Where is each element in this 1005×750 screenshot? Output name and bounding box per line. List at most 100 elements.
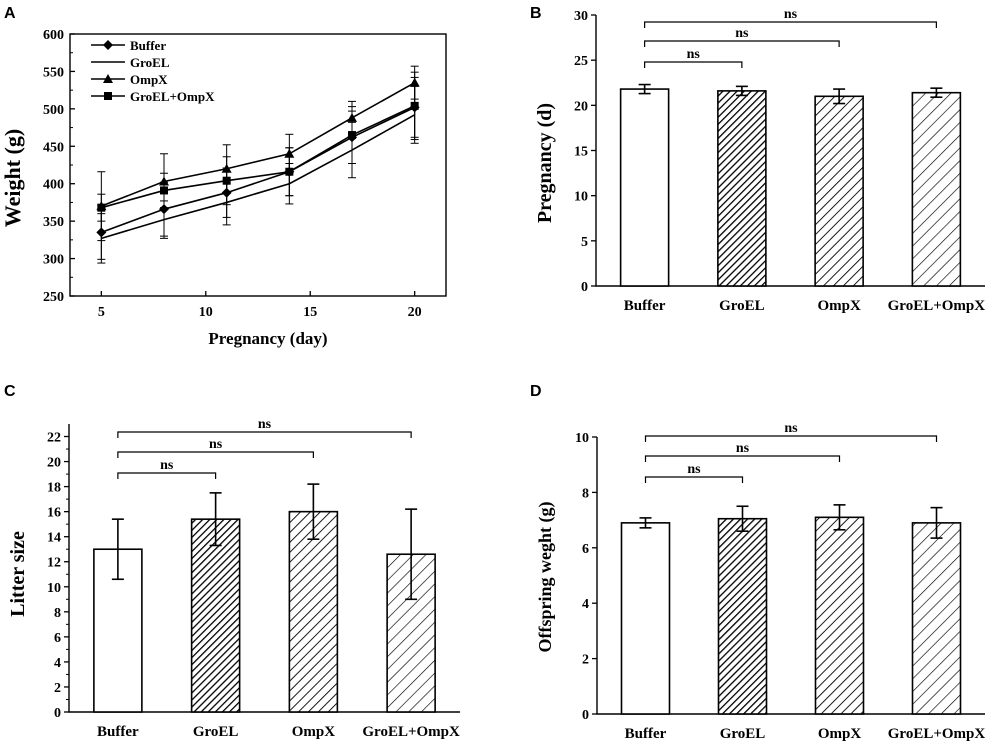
panel-d-ylabel: Offspring weght (g) — [535, 502, 556, 653]
panel-b-ytick-label: 30 — [574, 9, 588, 24]
panel-a-series-line — [101, 114, 416, 240]
panel-b-ytick-label: 0 — [581, 280, 588, 295]
panel-b-category-label: GroEL+OmpX — [888, 298, 986, 314]
panel-d-ytick-label: 0 — [582, 708, 589, 723]
panel-c-ytick-label: 12 — [47, 556, 61, 571]
panel-d-category-label: Buffer — [625, 726, 667, 742]
panel-d-category-label: GroEL+OmpX — [888, 726, 986, 742]
panel-a-point — [222, 176, 231, 185]
panel-a: A Weight (g) Pregnancy (day) 250 300 350 40… — [0, 5, 447, 348]
panel-c-ylabel: Litter size — [7, 531, 29, 617]
panel-d-ytick-label: 6 — [582, 542, 589, 557]
panel-a-point — [410, 101, 419, 110]
panel-c-category-label: Buffer — [97, 724, 139, 740]
panel-b-ytick-label: 20 — [574, 99, 588, 114]
panel-a-xtick-label: 5 — [98, 305, 105, 320]
panel-a-xtick-label: 10 — [199, 305, 213, 320]
panel-a-letter: A — [4, 5, 16, 22]
panel-b-ytick-label: 5 — [581, 235, 588, 250]
panel-a-series-line — [101, 105, 416, 209]
panel-b-category-label: OmpX — [817, 298, 861, 314]
panel-b-plot: 0 5 10 15 20 25 30 Buffer GroEL OmpX GroEL+OmpX ns n… — [574, 7, 985, 314]
panel-a-point — [348, 131, 356, 140]
panel-a-ytick-label: 250 — [43, 290, 64, 305]
panel-d-ytick-label: 4 — [582, 597, 589, 612]
panel-b-bar — [814, 95, 864, 287]
panel-b: B Pregnancy (d) 0 5 10 15 20 25 30 Buffer GroEL O… — [530, 5, 985, 314]
panel-c-bracket — [117, 431, 412, 438]
panel-a-ytick-label: 350 — [43, 215, 64, 230]
panel-c-bar — [190, 518, 241, 713]
panel-a-frame — [69, 33, 447, 297]
panel-c-bracket — [117, 451, 314, 458]
panel-b-ylabel: Pregnancy (d) — [534, 103, 556, 223]
panel-c-ytick-label: 14 — [47, 531, 61, 546]
panel-a-ytick-label: 500 — [43, 103, 64, 118]
panel-c-ytick-label: 16 — [47, 506, 61, 521]
panel-a-point — [97, 203, 106, 212]
panel-d-bracket-label: ns — [687, 462, 701, 477]
panel-c-ytick-label: 4 — [54, 656, 61, 671]
panel-a-legend-marker — [104, 92, 112, 100]
panel-c-bracket — [117, 472, 217, 479]
panel-a-legend-label: GroEL — [130, 55, 170, 70]
panel-a-xtick-label: 15 — [303, 305, 317, 320]
panel-c-ytick-label: 0 — [54, 706, 61, 721]
panel-d-bar — [911, 522, 962, 715]
panel-d-bar — [717, 517, 768, 715]
panel-a-point — [285, 167, 294, 176]
panel-d-bar — [620, 522, 671, 715]
panel-d-bracket-label: ns — [736, 441, 750, 456]
panel-a-legend-label: GroEL+OmpX — [130, 89, 215, 104]
panel-c-ytick-label: 10 — [47, 581, 61, 596]
panel-d-plot: 0 2 4 6 8 10 Buffer GroEL OmpX GroEL+OmpX ns ns ns — [575, 421, 985, 742]
panel-b-bracket-label: ns — [784, 7, 798, 22]
panel-a-ytick-label: 450 — [43, 140, 64, 155]
panel-c-bar — [288, 510, 339, 713]
panel-d-ytick-label: 10 — [575, 431, 589, 446]
panel-d: D Offspring weght (g) 0 2 4 6 8 10 Buffer GroEL… — [530, 383, 985, 742]
panel-a-series-line — [101, 81, 416, 207]
panel-d-category-label: GroEL — [720, 726, 766, 742]
panel-a-ytick-label: 400 — [43, 178, 64, 193]
panel-a-series-buffer — [96, 76, 420, 260]
panel-b-ytick-label: 15 — [574, 145, 588, 160]
panel-c-ytick-label: 20 — [47, 456, 61, 471]
panel-c-letter: C — [4, 383, 16, 400]
panel-c: C Litter size 0 2 4 6 8 10 12 14 16 18 20 22 Buffer G… — [4, 383, 460, 740]
panel-d-ytick-label: 2 — [582, 653, 589, 668]
panel-c-bracket-label: ns — [258, 417, 272, 432]
panel-b-bracket — [644, 61, 743, 68]
panel-c-ytick-label: 2 — [54, 681, 61, 696]
panel-a-legend: Buffer GroEL OmpX GroEL+OmpX — [91, 38, 215, 104]
panel-d-ytick-label: 8 — [582, 486, 589, 501]
panel-d-bracket-label: ns — [784, 421, 798, 436]
panel-c-plot: 0 2 4 6 8 10 12 14 16 18 20 22 Buffer GroEL OmpX GroEL+… — [47, 417, 460, 740]
panel-c-category-label: OmpX — [292, 724, 336, 740]
panel-c-bracket-label: ns — [160, 458, 174, 473]
panel-a-series-groel-ompx — [97, 71, 419, 222]
panel-a-xlabel: Pregnancy (day) — [208, 329, 327, 348]
panel-c-category-label: GroEL — [193, 724, 239, 740]
panel-b-bracket — [644, 40, 840, 47]
panel-b-bar — [911, 91, 962, 287]
panel-a-ytick-label: 550 — [43, 65, 64, 80]
panel-a-legend-marker — [103, 40, 113, 50]
panel-a-legend-label: OmpX — [130, 72, 168, 87]
panel-b-ytick-label: 25 — [574, 54, 588, 69]
panel-b-ytick-label: 10 — [574, 190, 588, 205]
panel-a-legend-marker — [103, 74, 113, 83]
panel-a-series-line — [101, 106, 416, 234]
panel-d-bracket — [644, 455, 841, 462]
panel-b-bracket-label: ns — [735, 26, 749, 41]
panel-b-bracket — [644, 21, 937, 28]
panel-a-legend-label: Buffer — [130, 38, 166, 53]
panel-d-bracket — [644, 435, 938, 442]
panel-a-ylabel: Weight (g) — [0, 129, 25, 227]
panel-a-ytick-label: 600 — [43, 28, 64, 43]
panel-b-category-label: GroEL — [719, 298, 765, 314]
panel-b-bar — [717, 90, 767, 287]
panel-c-category-label: GroEL+OmpX — [362, 724, 460, 740]
panel-b-bracket-label: ns — [687, 47, 701, 62]
